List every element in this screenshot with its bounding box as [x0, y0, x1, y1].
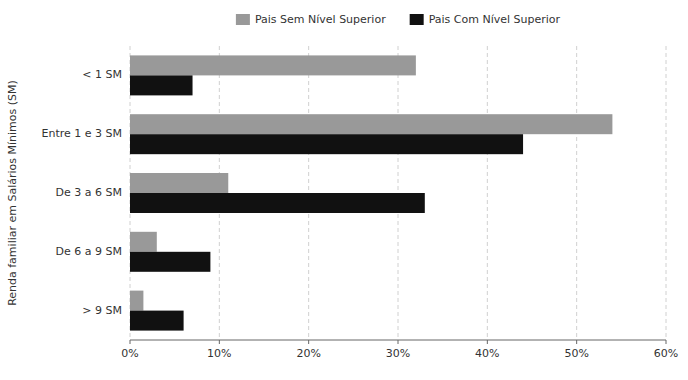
- grid: [130, 46, 666, 340]
- bar: [130, 75, 193, 95]
- bar: [130, 291, 143, 311]
- legend: Pais Sem Nível Superior Pais Com Nível Su…: [236, 13, 561, 26]
- axis-title: Renda familiar em Salários Mínimos (SM): [6, 80, 19, 306]
- legend-label: Pais Com Nível Superior: [429, 13, 561, 26]
- legend-swatch: [236, 14, 250, 25]
- bar: [130, 252, 210, 272]
- tick-mark: [666, 340, 667, 344]
- tick-label: 0%: [121, 347, 138, 360]
- tick-label: 40%: [475, 347, 499, 360]
- tick-label: 50%: [564, 347, 588, 360]
- tick-mark: [576, 340, 577, 344]
- tick-mark: [130, 340, 131, 344]
- x-axis: 0% 10% 20% 30% 40% 50% 60%: [121, 340, 678, 360]
- tick-label: 20%: [296, 347, 320, 360]
- legend-label: Pais Sem Nível Superior: [255, 13, 386, 26]
- y-axis: < 1 SM Entre 1 e 3 SM De 3 a 6 SM De 6 a 9 …: [41, 68, 122, 316]
- legend-item: Pais Com Nível Superior: [410, 13, 561, 26]
- tick-mark: [219, 340, 220, 344]
- category-label: Entre 1 e 3 SM: [41, 127, 122, 140]
- tick-label: 30%: [386, 347, 410, 360]
- category-label: De 6 a 9 SM: [56, 245, 122, 258]
- category-label: < 1 SM: [82, 68, 122, 81]
- tick-mark: [487, 340, 488, 344]
- bars: [130, 55, 612, 330]
- grid-line: [576, 46, 577, 340]
- bar: [130, 114, 612, 134]
- bar: [130, 134, 523, 154]
- grid-line: [487, 46, 488, 340]
- chart: 0% 10% 20% 30% 40% 50% 60% < 1 SM Entre 1 e 3 SM…: [0, 0, 688, 380]
- bar: [130, 173, 228, 193]
- grid-line: [666, 46, 667, 340]
- bar: [130, 55, 416, 75]
- legend-item: Pais Sem Nível Superior: [236, 13, 386, 26]
- axis-line: [130, 340, 666, 341]
- category-label: > 9 SM: [82, 304, 122, 317]
- legend-swatch: [410, 14, 424, 25]
- bar: [130, 311, 184, 331]
- tick-mark: [398, 340, 399, 344]
- tick-label: 10%: [207, 347, 231, 360]
- category-label: De 3 a 6 SM: [56, 186, 122, 199]
- bar: [130, 232, 157, 252]
- tick-label: 60%: [654, 347, 678, 360]
- bar: [130, 193, 425, 213]
- tick-mark: [308, 340, 309, 344]
